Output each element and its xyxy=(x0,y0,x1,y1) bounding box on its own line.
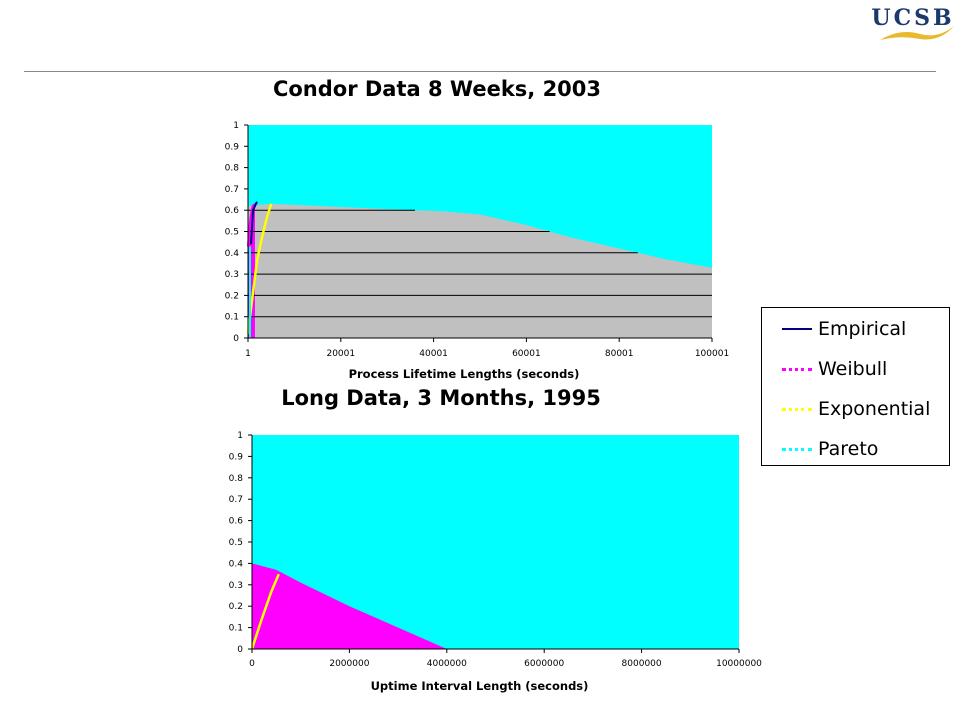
legend: Empirical Weibull Exponential Pareto xyxy=(761,307,950,466)
chart1-y-tick-label: 1 xyxy=(237,431,243,441)
legend-label: Pareto xyxy=(818,438,879,460)
chart1-x-tick-label: 2000000 xyxy=(329,659,369,669)
chart0-y-tick-label: 0.7 xyxy=(225,185,239,195)
chart1-y-tick-label: 0.3 xyxy=(229,581,243,591)
legend-swatch-pareto xyxy=(782,447,812,451)
legend-label: Empirical xyxy=(818,318,907,340)
chart0-y-tick-label: 0.9 xyxy=(225,142,240,152)
chart1-y-tick-label: 0.4 xyxy=(229,559,244,569)
ucsb-logo: UCSB xyxy=(871,5,954,40)
chart0-series-empirical-area xyxy=(248,203,712,338)
legend-label: Weibull xyxy=(818,358,888,380)
chart0-title: Condor Data 8 Weeks, 2003 xyxy=(273,77,601,101)
legend-swatch-weibull xyxy=(782,367,812,371)
chart0-y-tick-label: 0 xyxy=(233,334,239,344)
legend-swatch-exponential xyxy=(782,407,812,411)
chart1-y-tick-label: 0.6 xyxy=(229,517,244,527)
chart0-x-tick-label: 100001 xyxy=(695,349,729,359)
chart0-y-tick-label: 0.8 xyxy=(225,164,240,174)
chart0-x-axis-label: Process Lifetime Lengths (seconds) xyxy=(349,367,580,381)
chart1-x-tick-label: 0 xyxy=(249,659,255,669)
chart1-series-exponential-line xyxy=(250,573,280,650)
chart0-series-empirical-edge xyxy=(250,201,258,245)
chart0-series-weibull-line xyxy=(247,203,256,247)
chart0-y-tick-label: 0.5 xyxy=(225,228,239,238)
logo-wave xyxy=(880,26,954,40)
chart1-y-tick-label: 0.7 xyxy=(229,495,243,505)
chart0-y-tick-label: 0.3 xyxy=(225,270,239,280)
header-divider xyxy=(24,71,936,72)
chart0-y-tick-label: 0.6 xyxy=(225,206,240,216)
chart0-x-tick-label: 1 xyxy=(245,349,251,359)
chart0-x-tick-label: 40001 xyxy=(419,349,448,359)
chart1-y-tick-label: 0.2 xyxy=(229,602,243,612)
chart1-x-tick-label: 6000000 xyxy=(524,659,564,669)
legend-item-exponential: Exponential xyxy=(782,394,930,424)
chart1-x-tick-label: 4000000 xyxy=(427,659,467,669)
chart0-y-tick-label: 0.1 xyxy=(225,313,239,323)
chart1-series-weibull-area xyxy=(252,563,447,649)
chart1-y-tick-label: 0.8 xyxy=(229,474,244,484)
chart0-x-tick-label: 80001 xyxy=(605,349,634,359)
legend-item-weibull: Weibull xyxy=(782,354,887,384)
chart0-series-exponential-line xyxy=(246,203,273,334)
legend-item-empirical: Empirical xyxy=(782,314,906,344)
chart0-x-tick-label: 20001 xyxy=(326,349,355,359)
chart0-x-tick-label: 60001 xyxy=(512,349,541,359)
chart1-y-tick-label: 0.9 xyxy=(229,452,244,462)
legend-swatch-empirical xyxy=(782,328,812,330)
chart0-y-tick-label: 0.2 xyxy=(225,291,239,301)
chart1-x-tick-label: 8000000 xyxy=(622,659,662,669)
legend-item-pareto: Pareto xyxy=(782,434,878,464)
chart1-y-tick-label: 0 xyxy=(237,645,243,655)
chart1-x-tick-label: 10000000 xyxy=(716,659,762,669)
chart1-title: Long Data, 3 Months, 1995 xyxy=(281,386,601,410)
chart0-y-tick-label: 0.4 xyxy=(225,249,240,259)
chart1-y-tick-label: 0.5 xyxy=(229,538,243,548)
chart0-y-tick-label: 1 xyxy=(233,121,239,131)
chart1-y-tick-label: 0.1 xyxy=(229,624,243,634)
legend-label: Exponential xyxy=(818,398,931,420)
logo-text: UCSB xyxy=(871,5,954,31)
chart1-x-axis-label: Uptime Interval Length (seconds) xyxy=(371,679,589,693)
